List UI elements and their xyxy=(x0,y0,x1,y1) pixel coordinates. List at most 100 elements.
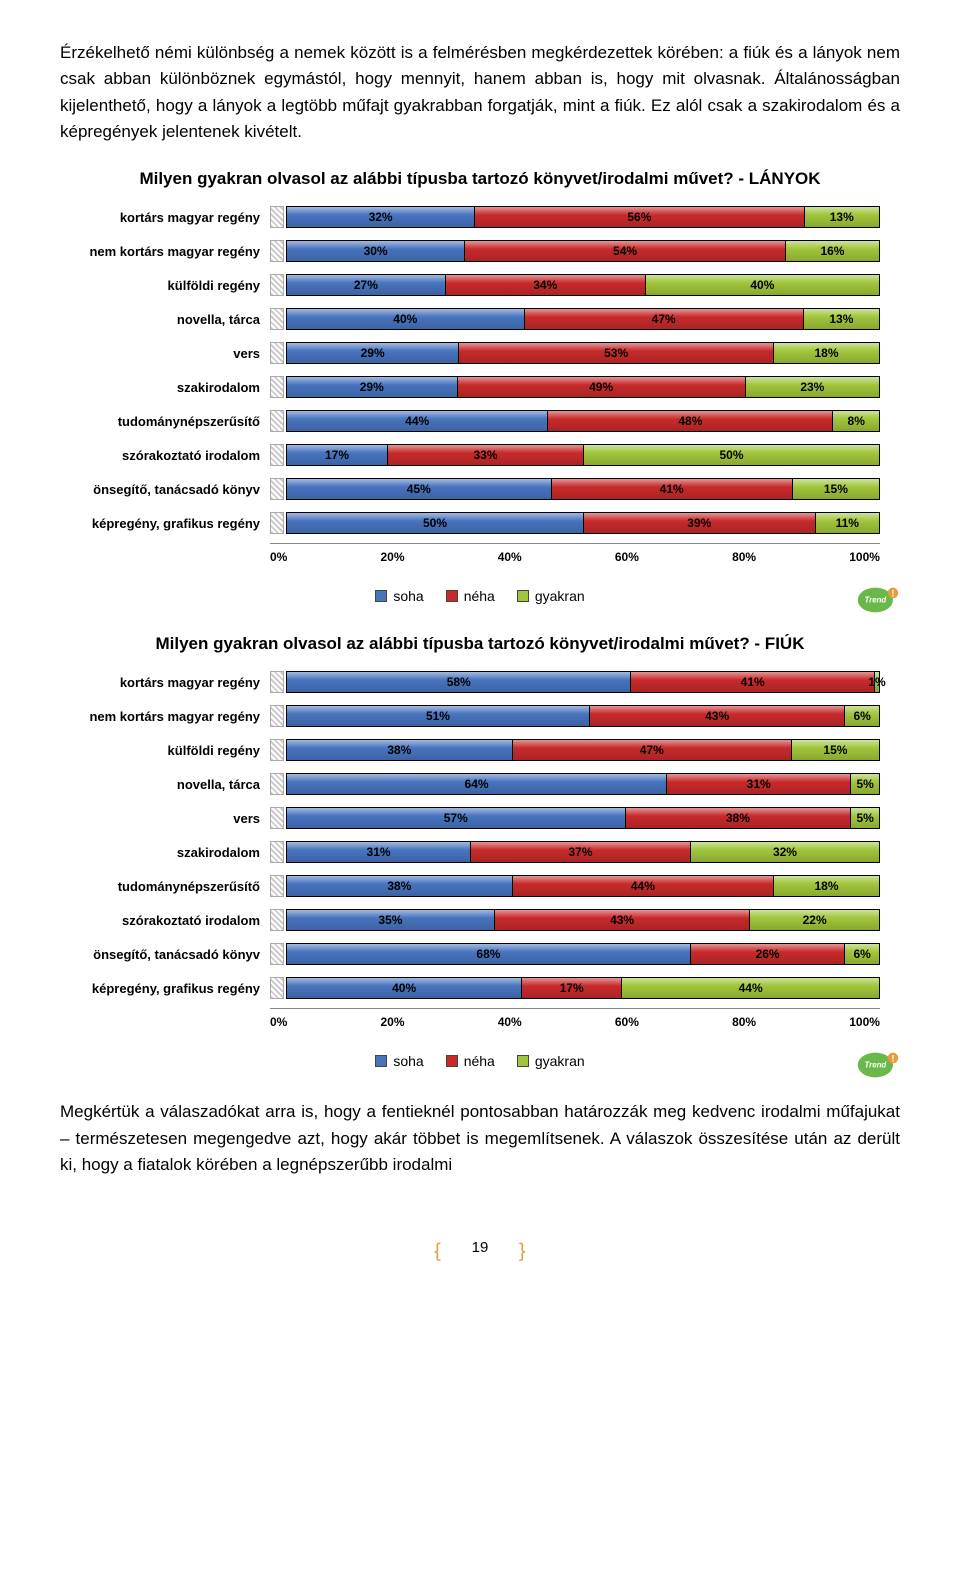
category-label: tudománynépszerűsítő xyxy=(60,414,270,429)
chart-row: novella, tárca40%47%13% xyxy=(60,305,880,333)
svg-text:Trend: Trend xyxy=(864,596,886,605)
bar-track: 32%56%13% xyxy=(270,206,880,228)
bar-prefix xyxy=(270,342,284,364)
bar-segment-gyakran: 6% xyxy=(844,705,880,727)
bar-prefix xyxy=(270,909,284,931)
legend-label-soha: soha xyxy=(393,1053,423,1069)
bar-segment-soha: 35% xyxy=(286,909,494,931)
bar-segment-neha: 17% xyxy=(521,977,621,999)
trend-badge-icon: Trend! xyxy=(856,1047,900,1083)
page-number: ﹛19﹜ xyxy=(60,1228,900,1268)
bar-prefix xyxy=(270,308,284,330)
chart-row: szakirodalom31%37%32% xyxy=(60,838,880,866)
bar-segment-neha: 33% xyxy=(387,444,583,466)
bar-segment-soha: 30% xyxy=(286,240,464,262)
bar-prefix xyxy=(270,671,284,693)
chart-row: vers29%53%18% xyxy=(60,339,880,367)
bar-track: 40%47%13% xyxy=(270,308,880,330)
bar-track: 29%49%23% xyxy=(270,376,880,398)
category-label: nem kortárs magyar regény xyxy=(60,709,270,724)
chart-girls-title: Milyen gyakran olvasol az alábbi típusba… xyxy=(60,169,900,189)
chart-boys-title: Milyen gyakran olvasol az alábbi típusba… xyxy=(60,634,900,654)
bar-prefix xyxy=(270,807,284,829)
chart-girls: Milyen gyakran olvasol az alábbi típusba… xyxy=(60,169,900,604)
category-label: nem kortárs magyar regény xyxy=(60,244,270,259)
bar-segment-neha: 53% xyxy=(458,342,773,364)
axis-tick: 0% xyxy=(270,550,287,564)
bar-segment-gyakran: 11% xyxy=(815,512,880,534)
chart-row: szórakoztató irodalom17%33%50% xyxy=(60,441,880,469)
category-label: tudománynépszerűsítő xyxy=(60,879,270,894)
bar-track: 35%43%22% xyxy=(270,909,880,931)
bar-prefix xyxy=(270,773,284,795)
bar-track: 17%33%50% xyxy=(270,444,880,466)
legend-swatch-soha xyxy=(375,590,387,602)
bar-segment-soha: 64% xyxy=(286,773,666,795)
bar-segment-neha: 44% xyxy=(512,875,773,897)
axis-tick: 80% xyxy=(732,1015,756,1029)
chart-row: kortárs magyar regény58%41%1% xyxy=(60,668,880,696)
bar-prefix xyxy=(270,274,284,296)
axis-tick: 60% xyxy=(615,1015,639,1029)
bar-segment-soha: 44% xyxy=(286,410,547,432)
chart-row: külföldi regény27%34%40% xyxy=(60,271,880,299)
bar-prefix xyxy=(270,376,284,398)
category-label: vers xyxy=(60,346,270,361)
legend-swatch-neha xyxy=(446,590,458,602)
category-label: képregény, grafikus regény xyxy=(60,516,270,531)
axis-tick: 100% xyxy=(849,1015,880,1029)
chart-girls-axis: 0%20%40%60%80%100% xyxy=(270,543,880,564)
category-label: novella, tárca xyxy=(60,777,270,792)
bar-track: 64%31%5% xyxy=(270,773,880,795)
bar-segment-gyakran: 16% xyxy=(785,240,880,262)
axis-tick: 80% xyxy=(732,550,756,564)
chart-row: tudománynépszerűsítő44%48%8% xyxy=(60,407,880,435)
bar-segment-soha: 45% xyxy=(286,478,551,500)
bar-segment-neha: 37% xyxy=(470,841,690,863)
bar-segment-neha: 49% xyxy=(457,376,745,398)
bar-track: 45%41%15% xyxy=(270,478,880,500)
category-label: kortárs magyar regény xyxy=(60,210,270,225)
bar-segment-gyakran: 13% xyxy=(803,308,880,330)
bar-segment-gyakran: 44% xyxy=(621,977,880,999)
bar-track: 57%38%5% xyxy=(270,807,880,829)
bar-prefix xyxy=(270,841,284,863)
bar-prefix xyxy=(270,444,284,466)
category-label: külföldi regény xyxy=(60,743,270,758)
bar-segment-soha: 57% xyxy=(286,807,625,829)
chart-boys-axis: 0%20%40%60%80%100% xyxy=(270,1008,880,1029)
chart-row: képregény, grafikus regény40%17%44% xyxy=(60,974,880,1002)
bar-segment-soha: 29% xyxy=(286,376,457,398)
bar-segment-neha: 41% xyxy=(551,478,792,500)
bar-segment-gyakran: 15% xyxy=(791,739,880,761)
bar-segment-neha: 39% xyxy=(583,512,815,534)
bar-track: 58%41%1% xyxy=(270,671,880,693)
bar-segment-neha: 56% xyxy=(474,206,803,228)
bar-prefix xyxy=(270,943,284,965)
category-label: kortárs magyar regény xyxy=(60,675,270,690)
axis-tick: 0% xyxy=(270,1015,287,1029)
bar-segment-neha: 26% xyxy=(690,943,844,965)
bar-segment-soha: 32% xyxy=(286,206,474,228)
bar-segment-gyakran: 18% xyxy=(773,342,880,364)
legend-item-gyakran: gyakran xyxy=(517,1053,585,1069)
bar-segment-gyakran: 32% xyxy=(690,841,880,863)
axis-tick: 60% xyxy=(615,550,639,564)
axis-tick: 40% xyxy=(498,1015,522,1029)
bar-track: 31%37%32% xyxy=(270,841,880,863)
bar-track: 38%47%15% xyxy=(270,739,880,761)
category-label: képregény, grafikus regény xyxy=(60,981,270,996)
legend-item-soha: soha xyxy=(375,588,423,604)
bar-prefix xyxy=(270,512,284,534)
bar-segment-gyakran: 50% xyxy=(583,444,880,466)
svg-text:Trend: Trend xyxy=(864,1061,886,1070)
bar-track: 27%34%40% xyxy=(270,274,880,296)
legend-swatch-neha xyxy=(446,1055,458,1067)
bar-prefix xyxy=(270,977,284,999)
bar-segment-gyakran: 8% xyxy=(832,410,880,432)
legend-label-neha: néha xyxy=(464,588,495,604)
trend-badge-icon: Trend! xyxy=(856,582,900,618)
bar-segment-gyakran: 40% xyxy=(645,274,880,296)
bar-segment-neha: 47% xyxy=(512,739,791,761)
chart-row: szakirodalom29%49%23% xyxy=(60,373,880,401)
